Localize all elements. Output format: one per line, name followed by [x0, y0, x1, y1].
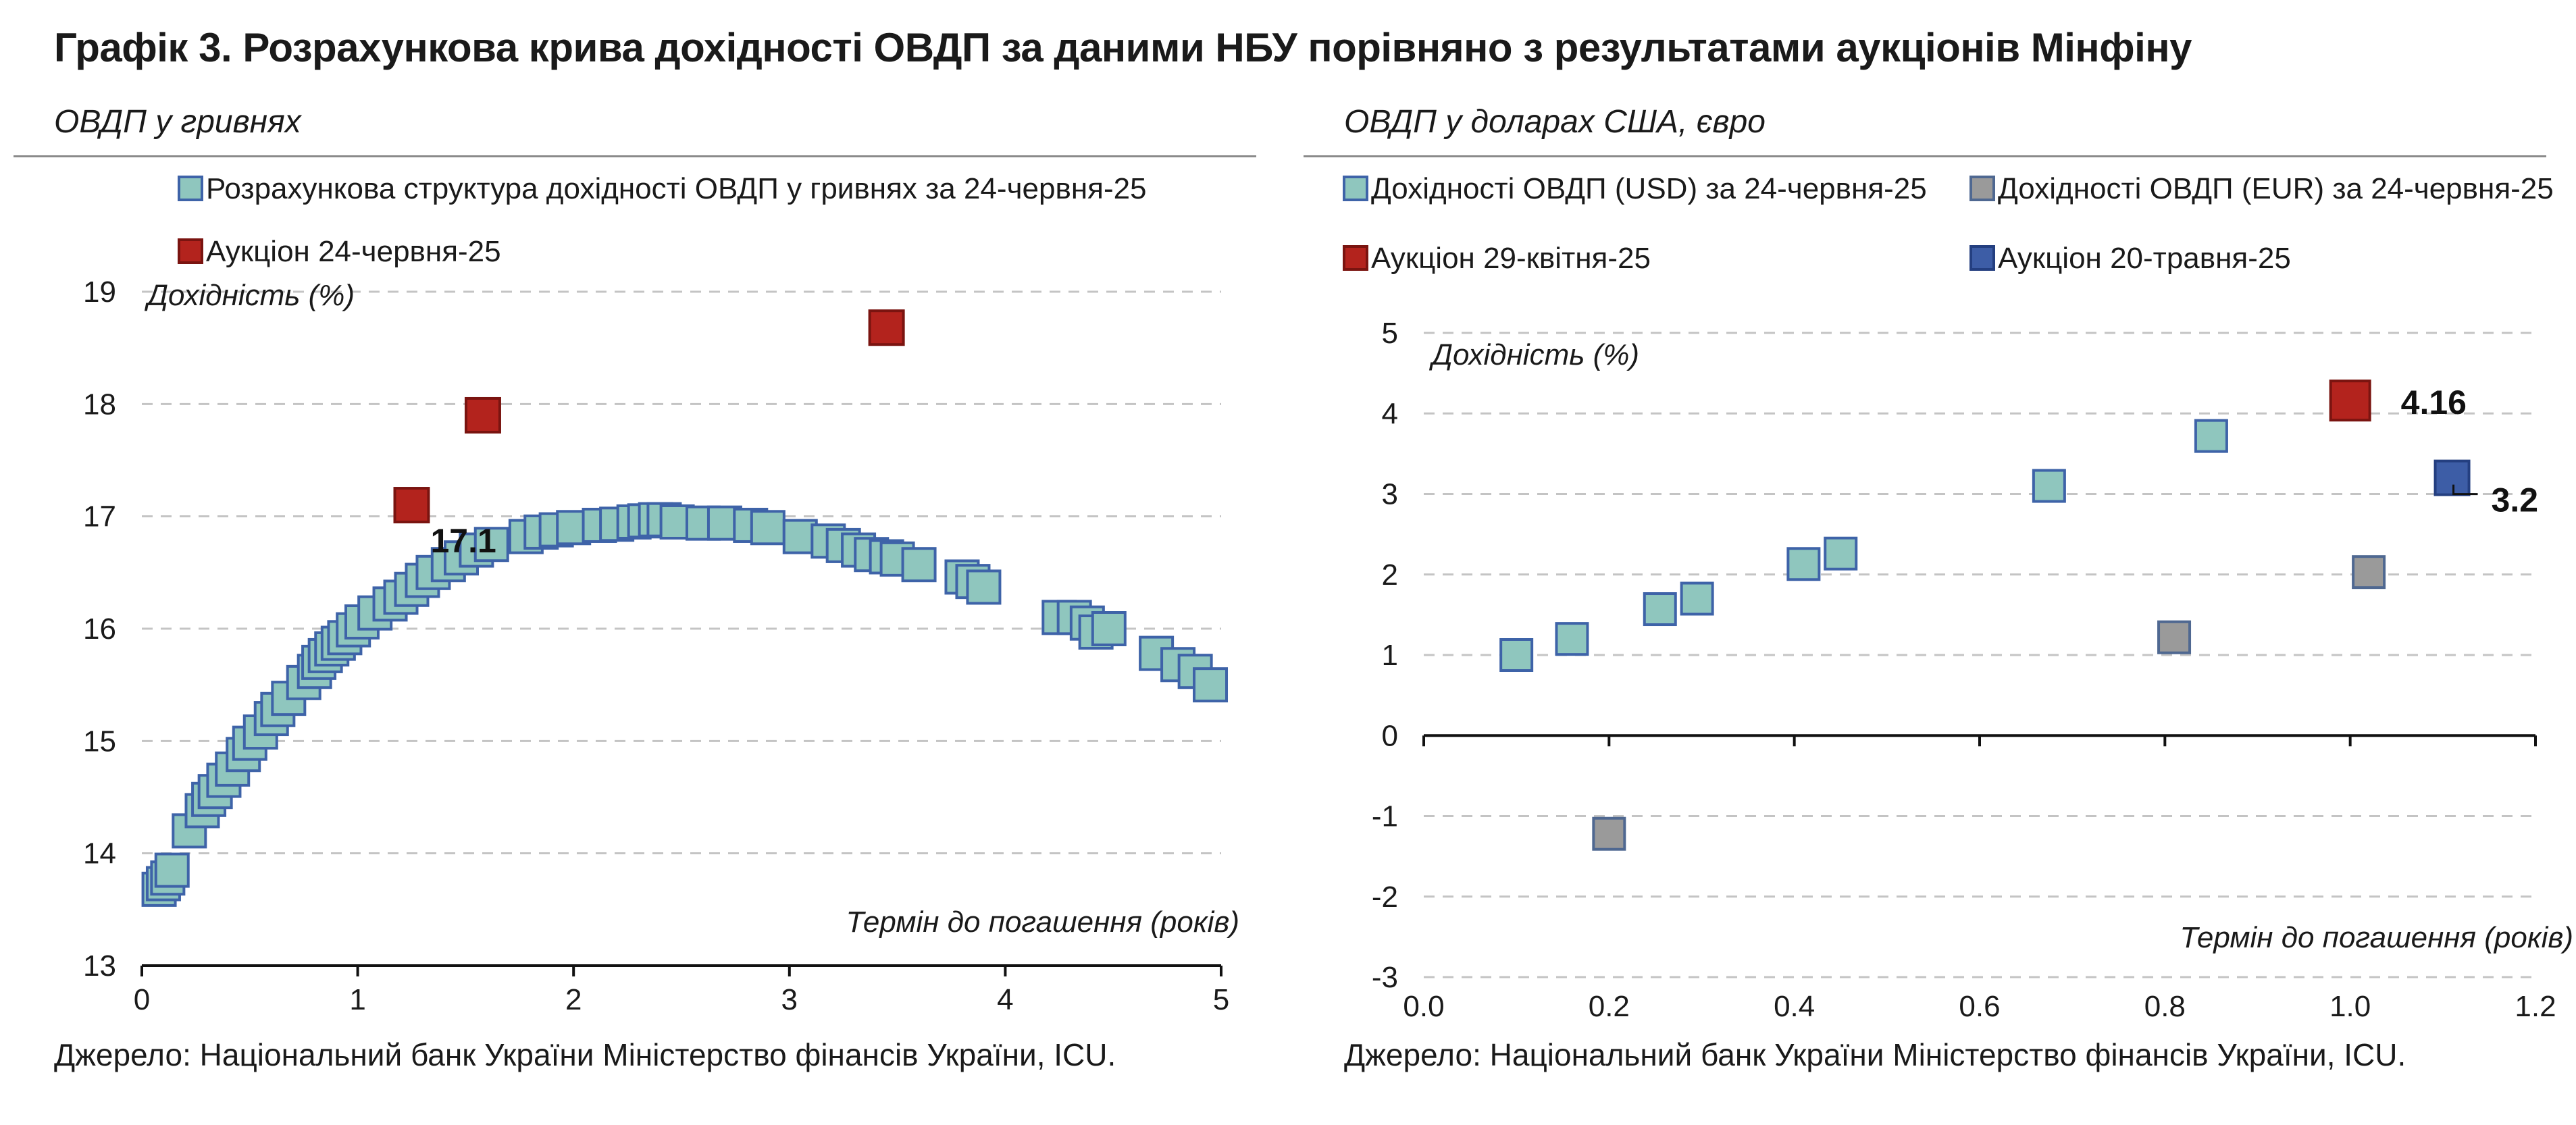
y-tick-label: -2 [1372, 881, 1398, 914]
data-point [1193, 667, 1229, 703]
y-tick-label: 2 [1382, 558, 1398, 592]
data-point [868, 309, 905, 346]
y-tick-label: 18 [83, 388, 116, 421]
legend-label: Дохідності ОВДП (USD) за 24-червня-25 [1371, 172, 1927, 205]
data-point [154, 852, 190, 888]
data-point [1786, 547, 1821, 581]
right-chart-subtitle: ОВДП у доларах США, євро [1344, 104, 1766, 140]
y-tick-label: -3 [1372, 961, 1398, 994]
data-label: 4.16 [2401, 384, 2467, 421]
data-point [1592, 816, 1626, 851]
y-tick-label: 17 [83, 500, 116, 533]
data-point [2352, 555, 2386, 590]
x-tick-label: 2 [565, 983, 582, 1016]
x-tick-label: 1.0 [2329, 990, 2371, 1023]
legend-swatch [1969, 176, 1995, 201]
x-tick-label: 4 [997, 983, 1013, 1016]
left-source-note: Джерело: Національний банк України Мініс… [54, 1037, 1116, 1072]
y-tick-label: 1 [1382, 639, 1398, 672]
left-scatter-chart: 13 14 15 16 17 18 19 0 1 2 3 4 5 Дохідність (%) Термін… [83, 172, 1239, 1016]
left-chart-panel: ОВДП у гривнях 13 14 15 16 17 18 19 0 1 2 3 4 5 Дохід… [14, 91, 1256, 1097]
legend-swatch [178, 238, 203, 264]
data-point [393, 487, 430, 524]
y-tick-label: 3 [1382, 478, 1398, 511]
y-tick-label: 13 [83, 949, 116, 983]
data-point [2433, 459, 2471, 496]
data-point [2157, 620, 2192, 654]
x-tick-label: 5 [1213, 983, 1229, 1016]
data-point [966, 569, 1002, 605]
data-point [1680, 581, 1714, 616]
x-tick-label: 1.2 [2515, 990, 2556, 1023]
data-point [901, 547, 937, 583]
legend-label: Аукціон 24-червня-25 [206, 235, 501, 268]
data-point [1091, 611, 1127, 646]
data-point [1555, 622, 1589, 656]
data-label: 17.1 [431, 522, 496, 560]
data-point [2194, 419, 2228, 453]
legend-swatch [1969, 245, 1995, 271]
right-source-note: Джерело: Національний банк України Мініс… [1344, 1037, 2406, 1072]
legend-swatch [178, 176, 203, 201]
annotation-leader [2452, 484, 2478, 496]
y-tick-label: 15 [83, 725, 116, 758]
x-tick-label: 0.4 [1774, 990, 1815, 1023]
x-tick-label: 0.2 [1589, 990, 1630, 1023]
legend-label: Аукціон 29-квітня-25 [1371, 242, 1651, 275]
legend-label: Розрахункова структура дохідності ОВДП у… [206, 172, 1147, 205]
right-panel-divider [1304, 155, 2546, 157]
y-tick-label: 16 [83, 612, 116, 646]
y-tick-label: 14 [83, 837, 116, 870]
data-point [464, 396, 501, 434]
data-label: 3.2 [2492, 481, 2539, 519]
y-tick-label: 0 [1382, 719, 1398, 752]
y-tick-label: 4 [1382, 397, 1398, 430]
legend-swatch [1343, 245, 1368, 271]
data-point [2032, 469, 2066, 503]
y-tick-label: 5 [1382, 317, 1398, 350]
legend-label: Аукціон 20-травня-25 [1998, 242, 2291, 275]
x-axis-title: Термін до погашення (років) [2180, 921, 2573, 954]
left-chart-subtitle: ОВДП у гривнях [54, 104, 301, 140]
chart-title: Графік 3. Розрахункова крива дохідності … [54, 25, 2192, 70]
right-scatter-chart: -3 -2 -1 0 1 2 3 4 5 0.0 0.2 0.4 0.6 0.8 1.0 1.2 Дохідні… [1343, 172, 2573, 1023]
legend-label: Дохідності ОВДП (EUR) за 24-червня-25 [1998, 172, 2554, 205]
y-tick-label: -1 [1372, 800, 1398, 833]
x-tick-label: 0.6 [1959, 990, 2000, 1023]
y-axis-title: Дохідність (%) [144, 279, 355, 312]
x-tick-label: 0.8 [2144, 990, 2186, 1023]
y-axis-title: Дохідність (%) [1428, 338, 1639, 371]
x-tick-label: 1 [349, 983, 365, 1016]
x-axis-title: Термін до погашення (років) [846, 906, 1239, 939]
x-tick-label: 0 [134, 983, 150, 1016]
y-tick-label: 19 [83, 276, 116, 309]
data-point [1643, 592, 1677, 627]
left-panel-divider [14, 155, 1256, 157]
data-point [1499, 638, 1534, 672]
right-chart-panel: ОВДП у доларах США, євро -3 -2 -1 0 1 2 3 4 5 0.0… [1304, 91, 2573, 1097]
x-tick-label: 3 [781, 983, 798, 1016]
legend-swatch [1343, 176, 1368, 201]
data-point [473, 527, 509, 562]
x-tick-label: 0.0 [1403, 990, 1444, 1023]
data-point [750, 510, 785, 546]
data-point [1824, 536, 1858, 571]
data-point [2329, 380, 2371, 422]
